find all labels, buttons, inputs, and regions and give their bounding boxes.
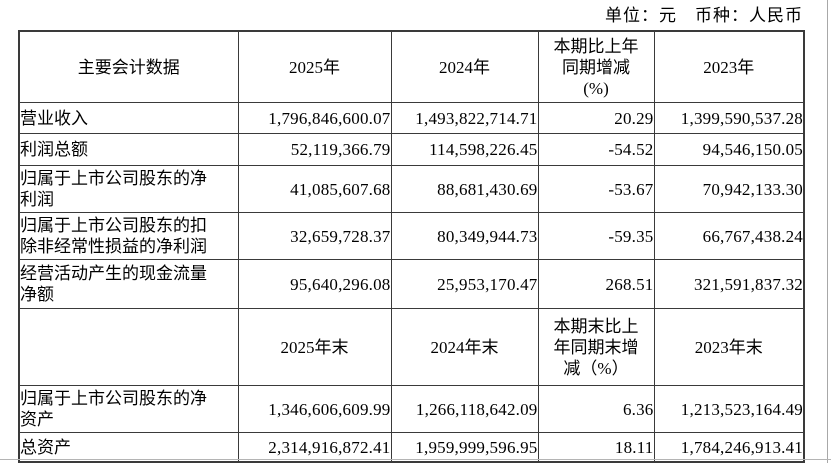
table-row-net-operating-cash-flow: 经营活动产生的现金流量 净额 95,640,296.08 25,953,170.… bbox=[18, 259, 805, 309]
row-label: 营业收入 bbox=[18, 102, 239, 134]
header-period-change-pct: 本期比上年 同期增减 (%) bbox=[537, 30, 655, 103]
value-2024: 25,953,170.47 bbox=[390, 259, 539, 309]
value-2023: 1,213,523,164.49 bbox=[653, 385, 805, 433]
value-change-pct: 18.11 bbox=[537, 432, 655, 463]
value-2025: 1,346,606,609.99 bbox=[237, 385, 392, 433]
value-2025: 32,659,728.37 bbox=[237, 212, 392, 260]
header-row-yearend: 2025年末 2024年末 本期末比上 年同期末增 减（%） 2023年末 bbox=[18, 308, 805, 386]
header-empty bbox=[18, 308, 239, 386]
value-2025: 41,085,607.68 bbox=[237, 165, 392, 213]
value-change-pct: -59.35 bbox=[537, 212, 655, 260]
value-2023: 66,767,438.24 bbox=[653, 212, 805, 260]
table-row-total-assets: 总资产 2,314,916,872.41 1,959,999,596.95 18… bbox=[18, 432, 805, 463]
value-2025: 95,640,296.08 bbox=[237, 259, 392, 309]
header-2024: 2024年 bbox=[390, 30, 539, 103]
row-label: 利润总额 bbox=[18, 133, 239, 166]
unit-currency-label: 单位：元 币种：人民币 bbox=[605, 6, 803, 25]
header-2025-yearend: 2025年末 bbox=[237, 308, 392, 386]
value-2023: 94,546,150.05 bbox=[653, 133, 805, 166]
header-2025: 2025年 bbox=[237, 30, 392, 103]
value-change-pct: 6.36 bbox=[537, 385, 655, 433]
row-label: 归属于上市公司股东的净 资产 bbox=[18, 385, 239, 433]
value-2025: 1,796,846,600.07 bbox=[237, 102, 392, 134]
row-label: 归属于上市公司股东的净 利润 bbox=[18, 165, 239, 213]
header-2024-yearend: 2024年末 bbox=[390, 308, 539, 386]
value-2024: 114,598,226.45 bbox=[390, 133, 539, 166]
value-2024: 1,959,999,596.95 bbox=[390, 432, 539, 463]
row-label: 经营活动产生的现金流量 净额 bbox=[18, 259, 239, 309]
value-2025: 2,314,916,872.41 bbox=[237, 432, 392, 463]
value-2024: 80,349,944.73 bbox=[390, 212, 539, 260]
image-frame-bottom bbox=[0, 459, 831, 460]
value-2023: 70,942,133.30 bbox=[653, 165, 805, 213]
header-row-period: 主要会计数据 2025年 2024年 本期比上年 同期增减 (%) 2023年 bbox=[18, 30, 805, 103]
value-2023: 1,399,590,537.28 bbox=[653, 102, 805, 134]
row-label: 归属于上市公司股东的扣 除非经常性损益的净利润 bbox=[18, 212, 239, 260]
table-row-net-profit-excl-nonrecurring: 归属于上市公司股东的扣 除非经常性损益的净利润 32,659,728.37 80… bbox=[18, 212, 805, 260]
value-2024: 88,681,430.69 bbox=[390, 165, 539, 213]
header-2023-yearend: 2023年末 bbox=[653, 308, 805, 386]
value-change-pct: -54.52 bbox=[537, 133, 655, 166]
header-main-accounting-data: 主要会计数据 bbox=[18, 30, 239, 103]
header-yearend-change-pct: 本期末比上 年同期末增 减（%） bbox=[537, 308, 655, 386]
accounting-data-table: 主要会计数据 2025年 2024年 本期比上年 同期增减 (%) 2023年 … bbox=[18, 30, 805, 463]
table-row-operating-revenue: 营业收入 1,796,846,600.07 1,493,822,714.71 2… bbox=[18, 102, 805, 134]
value-2024: 1,493,822,714.71 bbox=[390, 102, 539, 134]
image-frame-right bbox=[827, 0, 828, 463]
value-2023: 321,591,837.32 bbox=[653, 259, 805, 309]
value-2024: 1,266,118,642.09 bbox=[390, 385, 539, 433]
value-change-pct: 20.29 bbox=[537, 102, 655, 134]
value-change-pct: 268.51 bbox=[537, 259, 655, 309]
table-row-net-assets-attributable: 归属于上市公司股东的净 资产 1,346,606,609.99 1,266,11… bbox=[18, 385, 805, 433]
value-2025: 52,119,366.79 bbox=[237, 133, 392, 166]
row-label: 总资产 bbox=[18, 432, 239, 463]
value-change-pct: -53.67 bbox=[537, 165, 655, 213]
table-row-total-profit: 利润总额 52,119,366.79 114,598,226.45 -54.52… bbox=[18, 133, 805, 166]
header-2023: 2023年 bbox=[653, 30, 805, 103]
value-2023: 1,784,246,913.41 bbox=[653, 432, 805, 463]
table-row-net-profit-attributable: 归属于上市公司股东的净 利润 41,085,607.68 88,681,430.… bbox=[18, 165, 805, 213]
